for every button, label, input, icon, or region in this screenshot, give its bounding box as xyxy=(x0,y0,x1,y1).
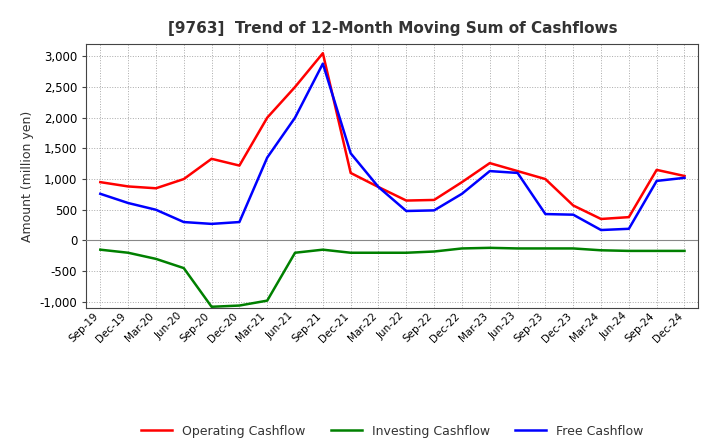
Operating Cashflow xyxy=(124,184,132,189)
Legend: Operating Cashflow, Investing Cashflow, Free Cashflow: Operating Cashflow, Investing Cashflow, … xyxy=(141,425,644,438)
Investing Cashflow xyxy=(374,250,383,255)
Free Cashflow xyxy=(485,169,494,174)
Free Cashflow xyxy=(402,209,410,214)
Investing Cashflow xyxy=(430,249,438,254)
Operating Cashflow xyxy=(541,176,550,182)
Operating Cashflow xyxy=(485,161,494,166)
Free Cashflow xyxy=(374,184,383,190)
Investing Cashflow xyxy=(263,298,271,303)
Operating Cashflow xyxy=(402,198,410,203)
Investing Cashflow xyxy=(597,248,606,253)
Free Cashflow xyxy=(569,212,577,217)
Operating Cashflow xyxy=(152,186,161,191)
Operating Cashflow xyxy=(458,180,467,185)
Free Cashflow xyxy=(430,208,438,213)
Investing Cashflow xyxy=(541,246,550,251)
Operating Cashflow xyxy=(263,115,271,120)
Line: Investing Cashflow: Investing Cashflow xyxy=(100,248,685,307)
Free Cashflow xyxy=(624,226,633,231)
Investing Cashflow xyxy=(207,304,216,309)
Free Cashflow xyxy=(652,178,661,183)
Investing Cashflow xyxy=(179,265,188,271)
Line: Operating Cashflow: Operating Cashflow xyxy=(100,53,685,219)
Investing Cashflow xyxy=(513,246,522,251)
Operating Cashflow xyxy=(96,180,104,185)
Operating Cashflow xyxy=(624,214,633,220)
Investing Cashflow xyxy=(458,246,467,251)
Operating Cashflow xyxy=(652,167,661,172)
Investing Cashflow xyxy=(152,256,161,261)
Operating Cashflow xyxy=(235,163,243,168)
Free Cashflow xyxy=(96,191,104,196)
Y-axis label: Amount (million yen): Amount (million yen) xyxy=(21,110,34,242)
Free Cashflow xyxy=(263,155,271,160)
Operating Cashflow xyxy=(179,176,188,182)
Investing Cashflow xyxy=(96,247,104,252)
Operating Cashflow xyxy=(346,170,355,176)
Investing Cashflow xyxy=(291,250,300,255)
Operating Cashflow xyxy=(597,216,606,222)
Free Cashflow xyxy=(207,221,216,227)
Operating Cashflow xyxy=(207,156,216,161)
Investing Cashflow xyxy=(318,247,327,252)
Investing Cashflow xyxy=(402,250,410,255)
Investing Cashflow xyxy=(624,248,633,253)
Operating Cashflow xyxy=(291,84,300,90)
Free Cashflow xyxy=(680,175,689,180)
Free Cashflow xyxy=(152,207,161,213)
Free Cashflow xyxy=(124,200,132,205)
Operating Cashflow xyxy=(318,51,327,56)
Operating Cashflow xyxy=(374,184,383,190)
Investing Cashflow xyxy=(235,303,243,308)
Free Cashflow xyxy=(597,227,606,233)
Line: Free Cashflow: Free Cashflow xyxy=(100,64,685,230)
Free Cashflow xyxy=(541,212,550,217)
Free Cashflow xyxy=(513,170,522,176)
Investing Cashflow xyxy=(485,245,494,250)
Title: [9763]  Trend of 12-Month Moving Sum of Cashflows: [9763] Trend of 12-Month Moving Sum of C… xyxy=(168,21,617,36)
Investing Cashflow xyxy=(652,248,661,253)
Investing Cashflow xyxy=(124,250,132,255)
Investing Cashflow xyxy=(680,248,689,253)
Free Cashflow xyxy=(318,61,327,66)
Free Cashflow xyxy=(291,115,300,120)
Operating Cashflow xyxy=(430,197,438,202)
Investing Cashflow xyxy=(569,246,577,251)
Operating Cashflow xyxy=(513,169,522,174)
Operating Cashflow xyxy=(680,173,689,179)
Free Cashflow xyxy=(458,191,467,196)
Free Cashflow xyxy=(346,150,355,156)
Free Cashflow xyxy=(179,220,188,225)
Investing Cashflow xyxy=(346,250,355,255)
Operating Cashflow xyxy=(569,203,577,208)
Free Cashflow xyxy=(235,220,243,225)
